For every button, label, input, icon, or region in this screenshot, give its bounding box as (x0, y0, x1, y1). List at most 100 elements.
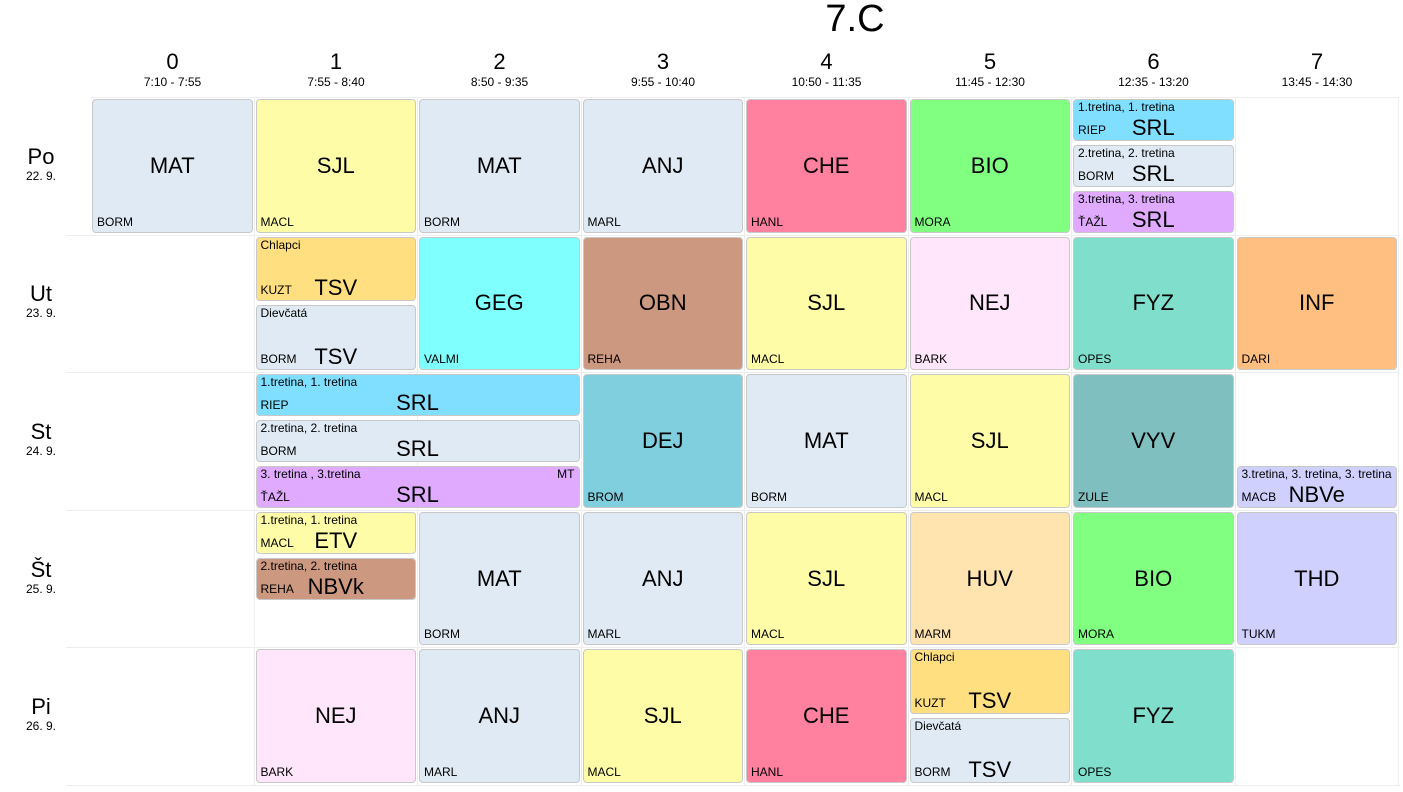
lesson-card[interactable]: 1.tretina, 1. tretina RIEP SRL (1073, 99, 1234, 141)
lesson-footer-row: KUZT TSV (261, 277, 412, 299)
lesson-card[interactable]: MAT BORM (419, 511, 580, 646)
lesson-card[interactable]: CHE HANL (746, 649, 907, 783)
lesson-subject: SJL (316, 152, 355, 178)
lesson-card[interactable]: BIO MORA (1073, 511, 1234, 646)
lesson-card[interactable]: SJL MACL (909, 374, 1070, 508)
lesson-teacher: MACL (914, 489, 948, 504)
day-name: Št (30, 556, 52, 582)
lesson-card[interactable]: 1.tretina, 1. tretina MACL ETV (255, 511, 416, 554)
empty-slot (1235, 373, 1399, 511)
lesson-card[interactable]: THD TUKM (1236, 511, 1397, 646)
period-number: 3 (656, 49, 670, 74)
empty-slot (1072, 510, 1236, 649)
lesson-card[interactable]: ANJ MARL (582, 99, 743, 233)
lesson-card[interactable]: VYV ZULE (1073, 374, 1234, 508)
period-header-6: 6 12:35 - 13:20 (1072, 50, 1235, 90)
lesson-subject: FYZ (1132, 290, 1175, 316)
lesson-header-row: 3.tretina, 3. tretina, 3. tretina (1242, 467, 1393, 481)
lesson-teacher: MACL (751, 352, 785, 367)
lesson-card[interactable]: SJL MACL (746, 511, 907, 646)
empty-slot (418, 510, 582, 649)
day-date: 22. 9. (25, 168, 57, 183)
lesson-subject: ETV (314, 527, 358, 553)
period-header-0: 0 7:10 - 7:55 (91, 50, 254, 90)
lesson-card[interactable]: ANJ MARL (419, 649, 580, 783)
lesson-card[interactable]: Chlapci KUZT TSV (255, 236, 416, 302)
lesson-card[interactable]: 3.tretina, 3. tretina ŤAŽL SRL (1073, 190, 1234, 233)
lesson-card[interactable]: Dievčatá BORM TSV (255, 305, 416, 371)
lesson-card[interactable]: 2.tretina, 2. tretina BORM SRL (255, 420, 580, 462)
day-header: St 24. 9. (0, 420, 82, 459)
lesson-subject: NEJ (314, 703, 357, 729)
lesson-group: Dievčatá (260, 306, 308, 321)
lesson-card[interactable]: Dievčatá BORM TSV (909, 718, 1070, 783)
lesson-card[interactable]: Chlapci KUZT TSV (909, 649, 1070, 715)
lesson-header-row: 2.tretina, 2. tretina (260, 558, 412, 573)
lesson-subject: FYZ (1132, 703, 1175, 729)
lesson-subject: ANJ (641, 152, 684, 178)
lesson-teacher: BORM (914, 765, 951, 779)
lesson-card[interactable]: MAT BORM (746, 374, 907, 508)
empty-slot (418, 648, 582, 786)
lesson-card[interactable]: SJL MACL (582, 649, 743, 783)
empty-slot (581, 648, 745, 786)
period-time: 13:45 - 14:30 (1281, 75, 1353, 89)
lesson-header-row: Dievčatá (261, 307, 412, 320)
period-time: 10:50 - 11:35 (791, 75, 862, 89)
empty-slot (1235, 510, 1399, 649)
lesson-card[interactable]: NEJ BARK (909, 236, 1070, 371)
lesson-card[interactable]: CHE HANL (746, 99, 907, 233)
empty-slot (254, 648, 418, 786)
empty-slot (254, 98, 418, 236)
lesson-teacher: HANL (751, 764, 784, 779)
lesson-card[interactable]: 2.tretina, 2. tretina REHA NBVk (255, 557, 416, 600)
empty-slot (581, 98, 745, 236)
period-header-1: 1 7:55 - 8:40 (255, 50, 418, 90)
lesson-teacher: MORA (914, 214, 951, 229)
lesson-card[interactable]: SJL MACL (746, 236, 907, 371)
lesson-card[interactable]: DEJ BROM (582, 374, 743, 508)
lesson-header-row: 2.tretina, 2. tretina (1078, 146, 1229, 160)
lesson-card[interactable]: GEG VALMI (419, 236, 580, 371)
lesson-card[interactable]: 3.tretina, 3. tretina, 3. tretina MACB NBV… (1236, 465, 1397, 508)
day-date: 23. 9. (25, 306, 57, 321)
lesson-card[interactable]: 3. tretina , 3.tretina MT ŤAŽL SRL (255, 465, 580, 508)
lesson-footer-row: MACB NBVe (1242, 483, 1393, 506)
lesson-teacher: BORM (751, 489, 787, 504)
lesson-card[interactable]: BIO MORA (909, 99, 1070, 233)
empty-slot (745, 373, 909, 511)
lesson-subject: MAT (476, 152, 522, 178)
period-header-3: 3 9:55 - 10:40 (582, 50, 745, 90)
lesson-card[interactable]: SJL MACL (255, 99, 416, 233)
empty-slot (908, 510, 1072, 649)
period-number: 6 (1147, 49, 1160, 74)
lesson-card[interactable]: MAT BORM (92, 99, 253, 233)
lesson-teacher: BORM (97, 214, 133, 229)
lesson-group: 1.tretina, 1. tretina (1078, 100, 1175, 115)
lesson-card[interactable]: 2.tretina, 2. tretina BORM SRL (1073, 144, 1234, 187)
empty-slot (1072, 235, 1236, 374)
empty-slot (908, 98, 1072, 236)
lesson-subject: CHE (803, 703, 850, 729)
lesson-card[interactable]: OBN REHA (582, 236, 743, 371)
lesson-card[interactable]: MAT BORM (419, 99, 580, 233)
lesson-card[interactable]: FYZ OPES (1073, 236, 1234, 371)
class-title: 7.C (825, 0, 885, 40)
lesson-card[interactable]: NEJ BARK (255, 649, 416, 783)
lesson-card[interactable]: ANJ MARL (582, 511, 743, 646)
lesson-subject: CHE (803, 152, 850, 178)
lesson-subject: TSV (968, 757, 1012, 782)
day-date: 25. 9. (25, 581, 57, 596)
lesson-subject: THD (1294, 565, 1340, 591)
lesson-subject: BIO (1134, 565, 1173, 591)
lesson-card[interactable]: INF DARI (1236, 236, 1397, 371)
lesson-teacher: BORM (424, 214, 460, 229)
lesson-group: 2.tretina, 2. tretina (260, 558, 358, 573)
lesson-card[interactable]: 1.tretina, 1. tretina RIEP SRL (255, 374, 580, 417)
lesson-teacher: MARL (424, 764, 458, 779)
lesson-teacher: MARL (587, 627, 621, 642)
lesson-card[interactable]: HUV MARM (909, 511, 1070, 646)
lesson-teacher: OPES (1078, 764, 1112, 779)
day-date: 26. 9. (25, 719, 57, 734)
lesson-card[interactable]: FYZ OPES (1073, 649, 1234, 783)
